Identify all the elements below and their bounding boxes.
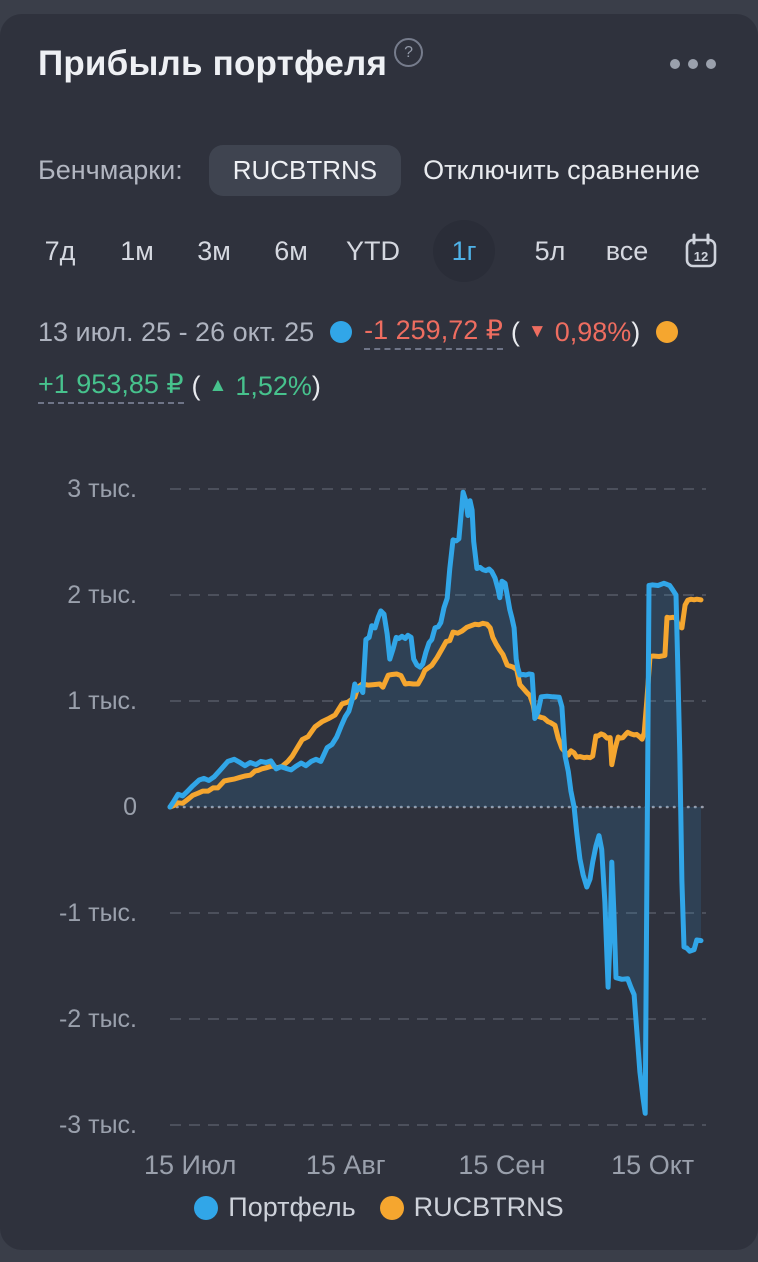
stats-line-2: +1 953,85 ₽ ( ▲ 1,52% )	[38, 366, 720, 406]
period-tab-1y[interactable]: 1г	[433, 220, 495, 282]
chart-legend: Портфель RUCBTRNS	[38, 1192, 720, 1223]
portfolio-profit-card: Прибыль портфеля ? Бенчмарки: RUCBTRNS О…	[0, 14, 758, 1250]
x-axis: 15 Июл 15 Авг 15 Сен 15 Окт	[0, 1146, 758, 1186]
benchmark-value[interactable]: +1 953,85 ₽	[38, 369, 184, 404]
portfolio-legend-dot-icon	[194, 1195, 219, 1220]
x-axis-tick-label: 15 Июл	[143, 1150, 237, 1180]
more-menu-icon[interactable]	[670, 40, 720, 88]
legend-label-rucbtrns: RUCBTRNS	[413, 1192, 564, 1222]
portfolio-dot-icon	[330, 321, 353, 343]
paren-close: )	[631, 316, 641, 347]
legend-label-portfolio: Портфель	[228, 1192, 356, 1222]
y-axis-tick-label: 0	[123, 793, 137, 821]
benchmarks-label: Бенчмарки:	[38, 154, 183, 185]
y-axis-tick-label: 2 тыс.	[67, 581, 137, 609]
y-axis-tick-label: 1 тыс.	[67, 687, 137, 715]
benchmark-legend-dot-icon	[379, 1195, 404, 1220]
y-axis-tick-label: -1 тыс.	[58, 899, 137, 927]
legend-item-rucbtrns: RUCBTRNS	[379, 1192, 564, 1223]
up-triangle-icon: ▲	[208, 375, 228, 396]
benchmark-chip-rucbtrns[interactable]: RUCBTRNS	[208, 144, 402, 196]
stats-block: 13 июл. 25 - 26 окт. 25 -1 259,72 ₽ ( ▼ …	[38, 312, 720, 406]
portfolio-value[interactable]: -1 259,72 ₽	[364, 315, 503, 350]
period-tab-3m[interactable]: 3м	[197, 235, 231, 266]
stats-line-1: 13 июл. 25 - 26 окт. 25 -1 259,72 ₽ ( ▼ …	[38, 312, 720, 352]
paren-close-2: )	[311, 370, 321, 401]
paren-open: (	[510, 316, 520, 347]
portfolio-percent: 0,98%	[554, 316, 632, 347]
benchmarks-row: Бенчмарки: RUCBTRNS Отключить сравнение	[38, 144, 720, 196]
calendar-day-label: 12	[694, 249, 708, 264]
legend-item-portfolio: Портфель	[194, 1192, 356, 1223]
y-axis-tick-label: 3 тыс.	[67, 475, 137, 503]
period-tab-5y[interactable]: 5л	[534, 235, 566, 266]
calendar-icon[interactable]: 12	[682, 231, 720, 271]
period-tab-ytd[interactable]: YTD	[346, 235, 400, 266]
page-title: Прибыль портфеля	[38, 44, 388, 83]
help-icon[interactable]: ?	[394, 38, 424, 67]
period-tab-all[interactable]: все	[605, 235, 649, 266]
x-axis-tick-label: 15 Окт	[611, 1150, 695, 1180]
period-tab-1m[interactable]: 1м	[120, 235, 154, 266]
period-tab-6m[interactable]: 6м	[274, 235, 308, 266]
date-range: 13 июл. 25 - 26 окт. 25	[38, 316, 315, 347]
y-axis-tick-label: -3 тыс.	[58, 1111, 137, 1139]
chart-canvas[interactable]	[0, 456, 758, 1146]
profit-chart[interactable]: 3 тыс. 2 тыс. 1 тыс. 0 -1 тыс. -2 тыс. -3 тыс.	[0, 456, 758, 1146]
disable-comparison-button[interactable]: Отключить сравнение	[423, 154, 700, 185]
x-axis-tick-label: 15 Сен	[458, 1150, 546, 1180]
series-line-портфель	[167, 489, 704, 1116]
paren-open-2: (	[191, 370, 201, 401]
y-axis-tick-label: -2 тыс.	[58, 1005, 137, 1033]
x-axis-tick-label: 15 Авг	[305, 1150, 386, 1180]
portfolio-area-fill	[170, 492, 701, 1114]
period-selector: 7д 1м 3м 6м YTD 1г 5л все 12	[38, 218, 720, 284]
help-glyph: ?	[404, 43, 414, 61]
benchmark-dot-icon	[656, 321, 679, 343]
down-triangle-icon: ▼	[527, 321, 547, 342]
card-header: Прибыль портфеля ?	[38, 38, 720, 94]
benchmark-percent: 1,52%	[235, 370, 312, 401]
period-tab-7d[interactable]: 7д	[44, 235, 76, 266]
